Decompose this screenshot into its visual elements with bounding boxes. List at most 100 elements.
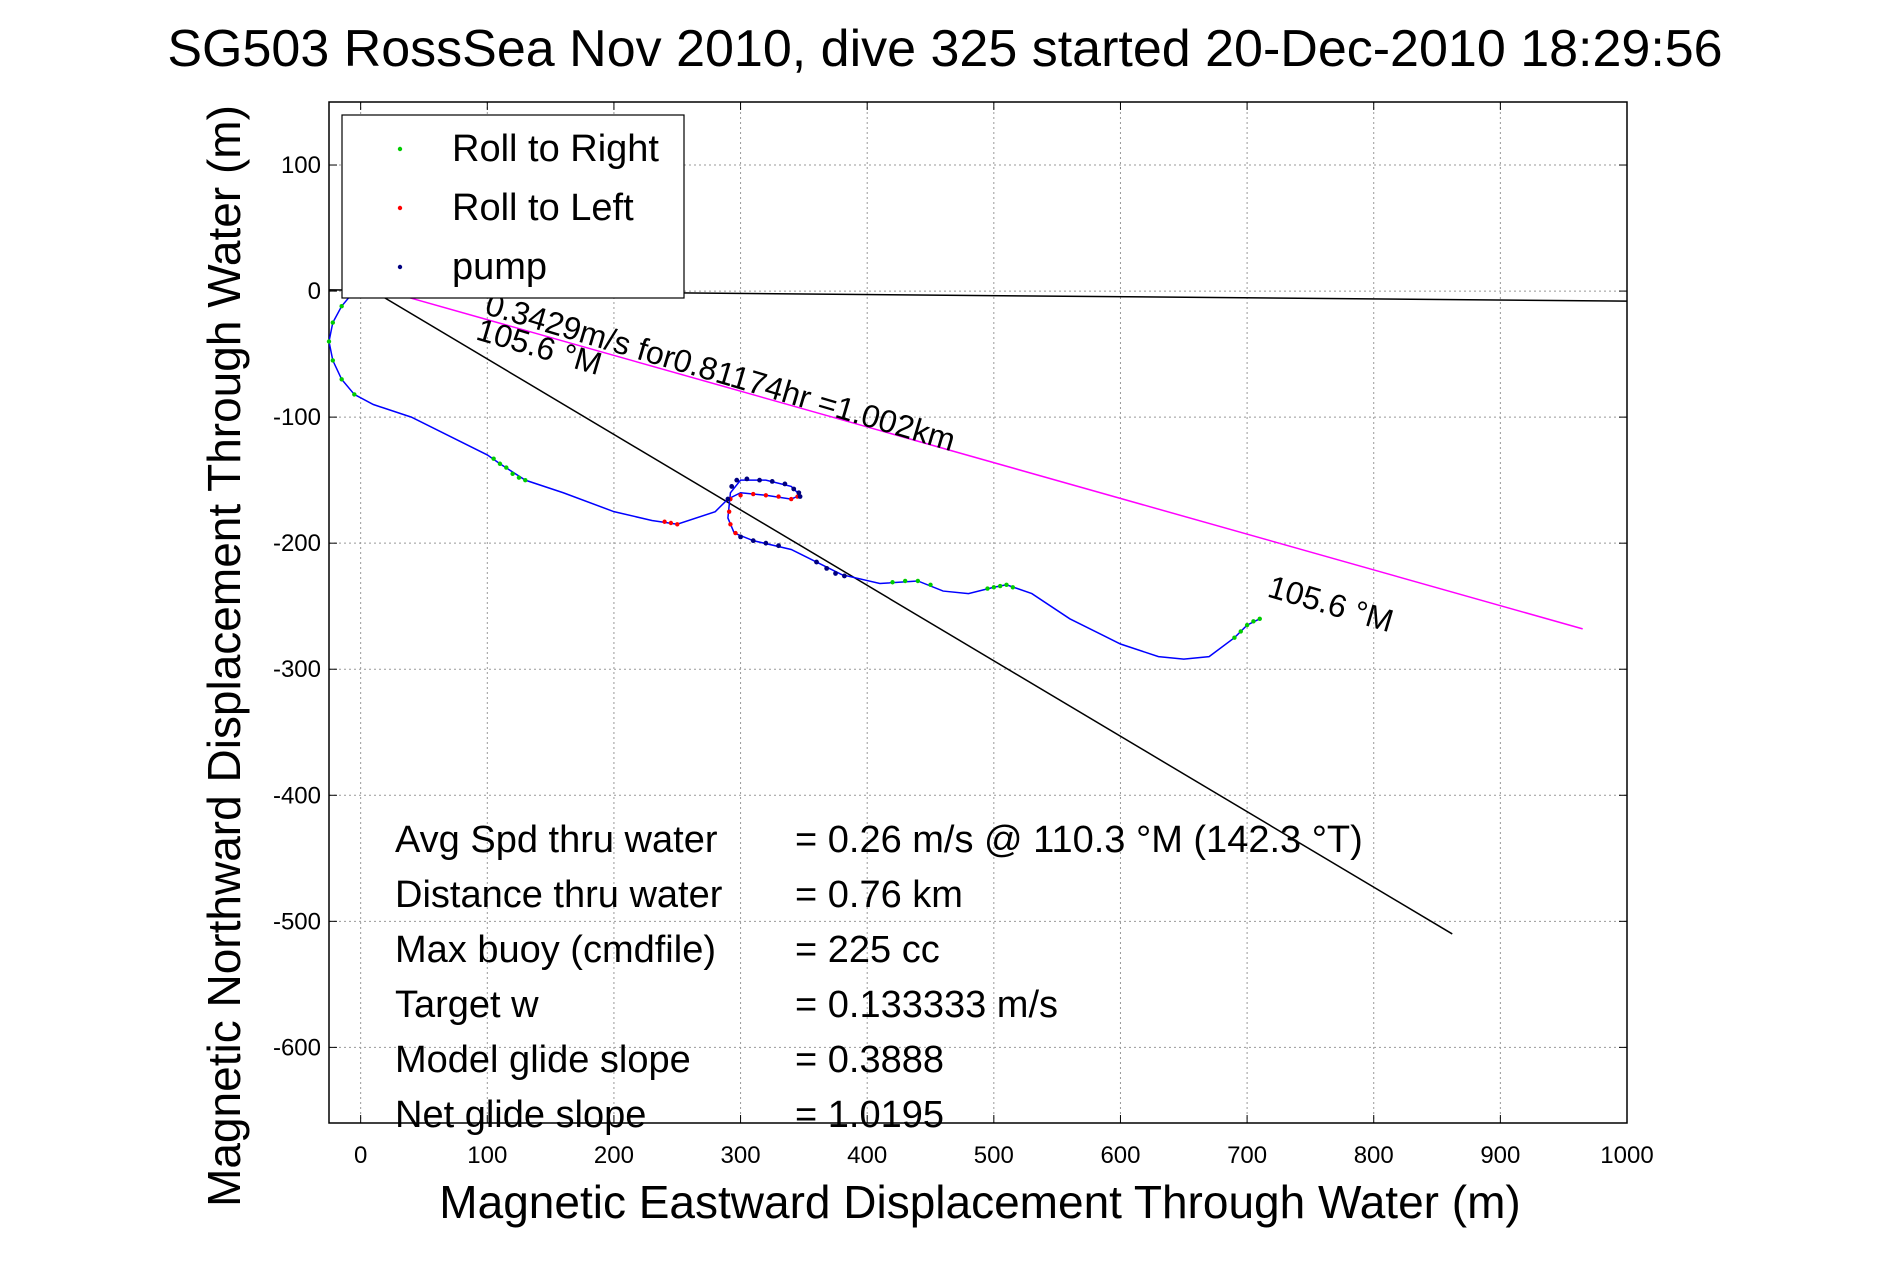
- axis-ticks: 0 100 200 300 400 500 600 700 800 900 10001000-100…: [273, 102, 1654, 1169]
- pump-point: [757, 477, 762, 483]
- x-tick-label: 300: [721, 1142, 761, 1169]
- pump-point: [796, 490, 802, 496]
- x-tick-label: 500: [974, 1142, 1014, 1169]
- y-axis-label: Magnetic Northward Displacement Through …: [198, 105, 250, 1207]
- pump-point: [744, 476, 750, 482]
- x-tick-label: 200: [594, 1142, 634, 1169]
- plot-frame: [328, 101, 1628, 1124]
- pump-point: [734, 477, 740, 483]
- y-tick-label: -200: [273, 530, 321, 557]
- roll-right-point: [1244, 622, 1250, 628]
- roll-left-point: [668, 520, 674, 526]
- stat-value: = 225 cc: [795, 929, 940, 971]
- stat-value: = 0.26 m/s @ 110.3 °M (142.3 °T): [795, 819, 1363, 861]
- chart-title: SG503 RossSea Nov 2010, dive 325 started…: [167, 20, 1722, 78]
- roll-left-point: [662, 519, 667, 524]
- x-tick-label: 1000: [1600, 1142, 1653, 1169]
- stat-value: = 0.76 km: [795, 874, 963, 916]
- roll-right-point: [510, 471, 515, 477]
- y-tick-label: 0: [308, 278, 321, 305]
- pump-point: [769, 479, 775, 484]
- roll-right-point: [985, 586, 990, 591]
- x-tick-label: 700: [1227, 1142, 1267, 1169]
- legend-marker: [397, 146, 403, 152]
- roll-right-point: [330, 358, 335, 363]
- pump-point: [824, 565, 830, 571]
- pump-point: [738, 534, 743, 540]
- stat-label: Distance thru water: [395, 874, 723, 916]
- roll-right-point: [523, 477, 528, 483]
- roll-right-point: [504, 465, 509, 470]
- pump-point: [782, 481, 788, 487]
- pump-point: [763, 540, 769, 546]
- pump-point: [797, 494, 803, 499]
- roll-right-point: [1010, 585, 1016, 590]
- y-tick-label: -400: [273, 782, 321, 809]
- track-line: [328, 290, 1261, 660]
- stat-label: Target w: [395, 984, 539, 1026]
- x-tick-label: 600: [1100, 1142, 1140, 1169]
- legend: Roll to Right Roll to Left pump: [341, 114, 685, 299]
- x-tick-label: 100: [467, 1142, 507, 1169]
- current-line: [385, 290, 1583, 630]
- pump-point: [729, 484, 735, 489]
- roll-left-point: [728, 522, 733, 527]
- roll-right-point: [1257, 616, 1262, 622]
- stat-label: Net glide slope: [395, 1094, 646, 1136]
- line-annotation: 105.6 °M: [1264, 568, 1397, 639]
- legend-label: pump: [452, 246, 547, 288]
- roll-right-point: [928, 582, 933, 587]
- x-tick-label: 900: [1480, 1142, 1520, 1169]
- roll-right-point: [339, 377, 344, 382]
- roll-right-point: [497, 461, 503, 466]
- pump-point: [842, 573, 847, 579]
- markers: [326, 288, 1262, 640]
- x-tick-label: 400: [847, 1142, 887, 1169]
- roll-left-point: [726, 509, 732, 514]
- stat-value: = 0.133333 m/s: [795, 984, 1058, 1026]
- pump-point: [814, 559, 819, 565]
- roll-right-point: [991, 585, 997, 590]
- roll-left-point: [776, 494, 781, 499]
- stat-label: Max buoy (cmdfile): [395, 929, 716, 971]
- roll-left-point: [738, 493, 743, 498]
- roll-right-point: [1238, 629, 1243, 634]
- legend-label: Roll to Right: [452, 128, 659, 170]
- roll-right-point: [1004, 582, 1009, 587]
- roll-left-point: [733, 530, 738, 536]
- roll-right-point: [516, 475, 522, 480]
- pump-point: [725, 496, 731, 502]
- roll-right-point: [1251, 619, 1256, 624]
- roll-right-point: [997, 583, 1003, 589]
- roll-right-point: [352, 392, 357, 397]
- stat-value: = 0.3888: [795, 1039, 944, 1081]
- roll-right-point: [326, 339, 332, 344]
- legend-label: Roll to Left: [452, 187, 634, 229]
- pump-point: [833, 571, 838, 576]
- track: [328, 290, 1261, 660]
- x-tick-label: 800: [1354, 1142, 1394, 1169]
- roll-left-point: [675, 522, 680, 527]
- legend-marker: [397, 264, 403, 270]
- roll-left-point: [751, 491, 756, 497]
- roll-right-point: [1232, 635, 1237, 640]
- stat-label: Model glide slope: [395, 1039, 691, 1081]
- y-tick-label: -100: [273, 404, 321, 431]
- x-tick-label: 0: [354, 1142, 367, 1169]
- pump-point: [791, 486, 797, 492]
- stats-block: Avg Spd thru water = 0.26 m/s @ 110.3 °M …: [395, 819, 1363, 1136]
- y-tick-label: -600: [273, 1034, 321, 1061]
- pump-point: [750, 538, 756, 544]
- stat-value: = 1.0195: [795, 1094, 944, 1136]
- y-tick-label: -300: [273, 656, 321, 683]
- roll-left-point: [763, 493, 769, 498]
- y-tick-label: 100: [281, 152, 321, 179]
- legend-marker: [397, 205, 403, 211]
- y-tick-label: -500: [273, 908, 321, 935]
- x-axis-label: Magnetic Eastward Displacement Through W…: [439, 1176, 1520, 1228]
- roll-right-point: [890, 580, 895, 585]
- stat-label: Avg Spd thru water: [395, 819, 718, 861]
